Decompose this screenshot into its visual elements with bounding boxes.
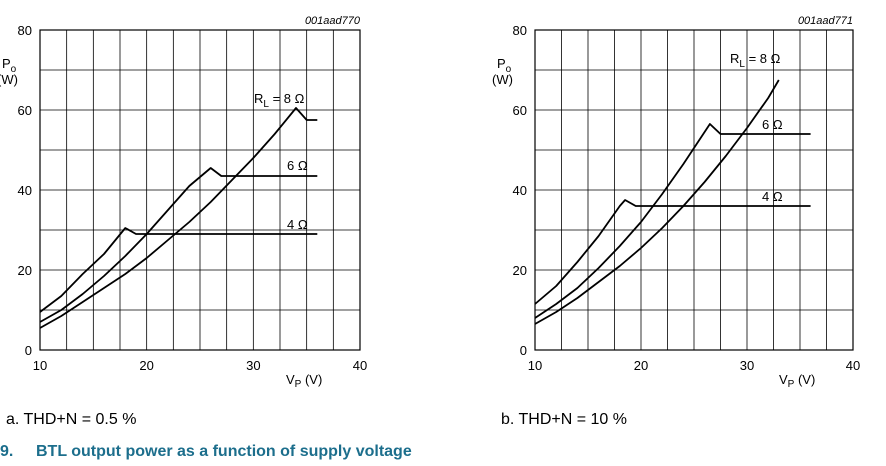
series-line <box>39 167 318 323</box>
x-tick-label: 40 <box>846 358 860 373</box>
y-tick-label: 0 <box>520 343 527 358</box>
y-tick-label: 60 <box>18 103 32 118</box>
x-tick-label: 40 <box>353 358 367 373</box>
series-label: 6 Ω <box>287 158 308 173</box>
x-axis-label: VP (V) <box>779 372 815 390</box>
figure-number: 9. <box>0 443 14 460</box>
caption-a: a. THD+N = 0.5 % <box>6 411 137 428</box>
plot-frame <box>534 29 854 351</box>
x-tick-label: 10 <box>528 358 542 373</box>
x-tick-label: 20 <box>634 358 648 373</box>
y-tick-label: 40 <box>18 183 32 198</box>
series-label: 4 Ω <box>762 189 783 204</box>
chart-a: 0 20 40 60 80 10 20 30 40 001aad770 Po(W) VP (V) RL … <box>0 15 367 390</box>
series-label: 6 Ω <box>762 117 783 132</box>
series-line <box>534 123 811 319</box>
y-axis-label: Po <box>497 56 512 75</box>
y-axis-unit: (W) <box>0 72 18 87</box>
y-tick-label: 60 <box>513 103 527 118</box>
y-tick-label: 80 <box>18 23 32 38</box>
y-tick-label: 80 <box>513 23 527 38</box>
caption-b: b. THD+N = 10 % <box>501 411 627 428</box>
chart-b: 0 20 40 60 80 10 20 30 40 001aad771 Po(W) VP (V) RL … <box>492 15 860 390</box>
series-label: RL = 8 Ω <box>730 51 781 70</box>
figure-title: BTL output power as a function of supply… <box>36 443 412 460</box>
series-line <box>534 199 811 305</box>
y-tick-label: 20 <box>18 263 32 278</box>
y-tick-label: 40 <box>513 183 527 198</box>
x-axis-label: VP (V) <box>286 372 322 390</box>
figure-code: 001aad770 <box>305 15 361 27</box>
y-axis-label: Po <box>2 56 17 75</box>
y-axis-unit: (W) <box>492 72 513 87</box>
series-label: 4 Ω <box>287 217 308 232</box>
series-line <box>39 227 318 313</box>
x-tick-label: 30 <box>740 358 754 373</box>
plot-frame <box>39 29 361 351</box>
x-tick-label: 30 <box>246 358 260 373</box>
series-label: RL = 8 Ω <box>254 91 305 110</box>
series-line <box>39 107 318 329</box>
x-tick-label: 10 <box>33 358 47 373</box>
x-tick-label: 20 <box>139 358 153 373</box>
figure-code: 001aad771 <box>798 15 853 27</box>
y-tick-label: 0 <box>25 343 32 358</box>
series-line <box>534 79 780 325</box>
y-tick-label: 20 <box>513 263 527 278</box>
